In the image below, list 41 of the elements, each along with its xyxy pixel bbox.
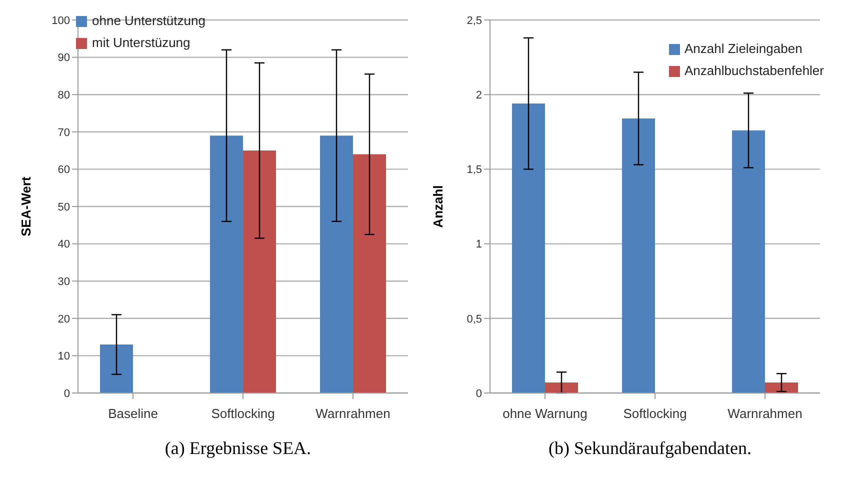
y-tick-label: 0 [476,388,482,400]
y-tick-label: 1 [476,238,482,251]
bar [210,136,243,393]
x-tick-label: Warnrahmen [728,406,802,422]
bar [732,130,765,393]
y-axis-title: SEA-Wert [18,176,34,236]
y-tick-label: 2 [476,90,482,102]
x-tick-label: Softlocking [211,406,275,422]
legend-label: Anzahl Zieleingaben [684,40,802,58]
y-tick-label: 90 [58,52,70,64]
y-tick-label: 70 [58,126,70,139]
bar [243,150,276,393]
y-tick-label: 10 [58,350,70,363]
y-tick-label: 20 [58,313,70,326]
bar [100,344,133,393]
bar [353,154,386,393]
x-tick-label: Softlocking [623,406,687,422]
bar [622,118,655,393]
legend-label: ohne Unterstützung [92,12,206,30]
legend-label: Anzahlbuchstabenfehler [684,62,824,80]
bar [512,104,545,393]
bar [765,382,798,393]
x-tick-label: Baseline [108,406,158,422]
y-tick-label: 2,5 [466,14,482,27]
y-tick-label: 100 [52,14,70,27]
legend-label: mit Unterstüzung [92,34,190,52]
y-tick-label: 50 [58,201,70,214]
y-tick-label: 40 [58,238,70,251]
y-axis-title: Anzahl [430,185,446,228]
x-tick-label: ohne Warnung [502,406,588,422]
bar [320,136,353,393]
bar [545,382,578,393]
y-tick-label: 0,5 [466,313,482,326]
text: (a) Ergebnisse SEA. [164,438,312,459]
y-tick-label: 0 [64,388,70,400]
y-tick-label: 30 [58,276,70,288]
y-tick-label: 60 [58,164,70,176]
text: (b) Sekundäraufgabendaten. [548,438,752,459]
y-tick-label: 1,5 [466,164,482,176]
y-tick-label: 80 [58,90,70,102]
x-tick-label: Warnrahmen [316,406,390,422]
